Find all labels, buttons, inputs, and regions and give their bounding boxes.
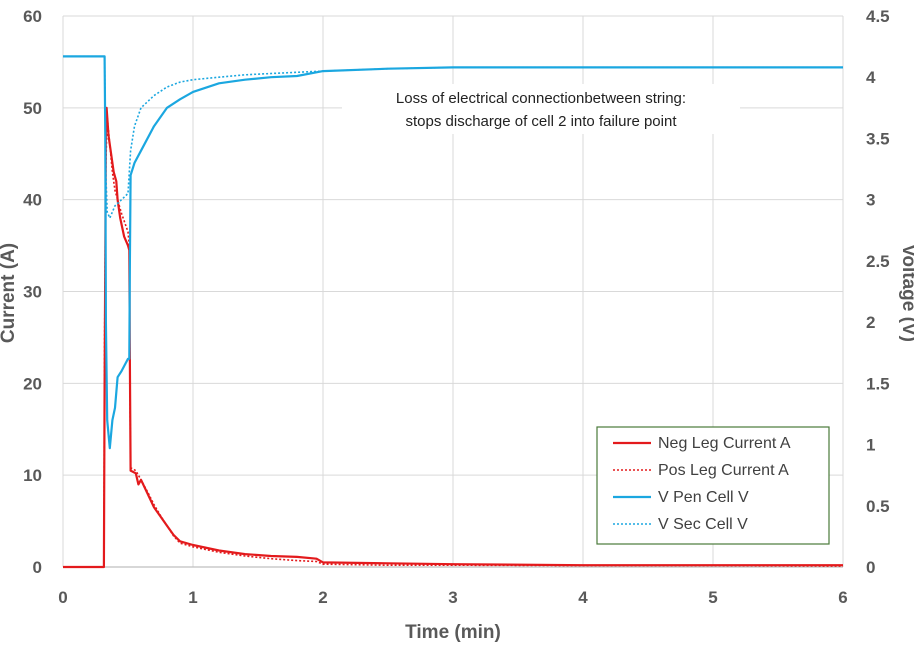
x-tick-label: 4 bbox=[578, 588, 588, 607]
series-group bbox=[63, 55, 844, 569]
legend-label: V Sec Cell V bbox=[658, 516, 748, 533]
x-tick-label: 1 bbox=[188, 588, 197, 607]
y2-tick-label: 2.5 bbox=[866, 252, 890, 271]
x-tick-label: 2 bbox=[318, 588, 327, 607]
y2-tick-label: 4 bbox=[866, 68, 876, 87]
annotation-line-2: stops discharge of cell 2 into failure p… bbox=[406, 113, 678, 130]
y2-tick-label: 4.5 bbox=[866, 7, 890, 26]
legend-label: Neg Leg Current A bbox=[658, 435, 791, 452]
x-axis-ticks: 0 1 2 3 4 5 6 bbox=[58, 588, 847, 607]
annotation-box: Loss of electrical connectionbetween str… bbox=[342, 84, 740, 134]
y-tick-label: 40 bbox=[23, 191, 42, 210]
annotation-line-1: Loss of electrical connectionbetween str… bbox=[396, 90, 686, 107]
y2-tick-label: 1.5 bbox=[866, 374, 890, 393]
y-tick-label: 60 bbox=[23, 7, 42, 26]
y2-tick-label: 1 bbox=[866, 436, 875, 455]
series-line-2 bbox=[63, 116, 844, 568]
y2-tick-label: 0 bbox=[866, 558, 875, 577]
y-tick-label: 0 bbox=[33, 558, 42, 577]
y-axis-ticks: 0 10 20 30 40 50 60 bbox=[23, 7, 42, 577]
y2-tick-label: 2 bbox=[866, 313, 875, 332]
y-tick-label: 10 bbox=[23, 466, 42, 485]
y-tick-label: 20 bbox=[23, 374, 42, 393]
y2-axis-title: Voltage (V) bbox=[898, 244, 914, 342]
legend-label: Pos Leg Current A bbox=[658, 462, 789, 479]
y-tick-label: 50 bbox=[23, 99, 42, 118]
y2-tick-label: 3.5 bbox=[866, 129, 890, 148]
y2-tick-label: 3 bbox=[866, 191, 875, 210]
legend: Neg Leg Current A Pos Leg Current A V Pen … bbox=[596, 426, 830, 545]
y2-axis-ticks: 0 0.5 1 1.5 2 2.5 3 3.5 4 4.5 bbox=[866, 7, 890, 577]
x-tick-label: 5 bbox=[708, 588, 717, 607]
x-axis-title: Time (min) bbox=[405, 622, 501, 643]
legend-label: V Pen Cell V bbox=[658, 489, 749, 506]
x-tick-label: 3 bbox=[448, 588, 457, 607]
y-tick-label: 30 bbox=[23, 283, 42, 302]
x-tick-label: 0 bbox=[58, 588, 67, 607]
x-tick-label: 6 bbox=[838, 588, 847, 607]
y2-tick-label: 0.5 bbox=[866, 497, 890, 516]
y-axis-title: Current (A) bbox=[0, 243, 19, 343]
